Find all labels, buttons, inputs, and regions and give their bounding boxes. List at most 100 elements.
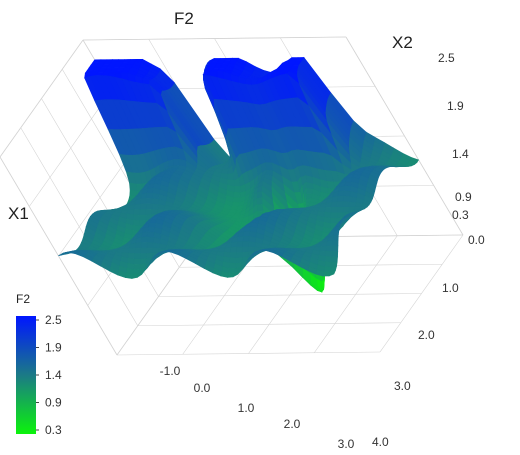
x2-tick-label: 0.0 [468, 233, 485, 247]
surface-patch [146, 236, 154, 244]
surface-patch [132, 214, 140, 221]
surface-patch [256, 197, 263, 206]
surface-patch [354, 202, 363, 208]
surface-patch [232, 197, 241, 204]
x1-tick-label: 1.0 [238, 401, 255, 415]
x2-tick-label: 4.0 [372, 435, 389, 449]
surface-patch [235, 246, 243, 253]
surface-patch [226, 173, 235, 181]
surface-patch [145, 192, 153, 199]
surface-patch [330, 201, 338, 208]
surface-patch [132, 219, 140, 227]
f2-tick-label: 0.3 [452, 208, 469, 222]
x2-axis-title: X2 [392, 33, 413, 52]
surface-patch [127, 247, 136, 254]
surface-patch [250, 78, 258, 86]
surface-patch [331, 251, 339, 258]
colorbar-tick-label: 1.9 [45, 341, 62, 355]
surface-patch [133, 203, 141, 210]
x2-tick-label: 1.0 [442, 281, 459, 295]
surface-patch [256, 204, 264, 212]
surface-patch [131, 224, 140, 232]
surface-patch [342, 201, 350, 208]
surface-patch [134, 247, 142, 254]
surface-patch [233, 186, 241, 194]
surface-patch [140, 247, 148, 254]
surface-patch [336, 201, 344, 208]
surface-patch [157, 204, 166, 210]
surface-patch [141, 77, 150, 85]
surface-patch [233, 191, 241, 199]
surface-patch [331, 256, 338, 263]
surface-patch [229, 257, 237, 264]
surface-patch [336, 195, 344, 203]
surface-patch [146, 242, 154, 249]
surface-patch [305, 187, 314, 195]
f2-tick-label: 1.4 [452, 147, 469, 161]
surface-patch [242, 235, 250, 243]
surface-patch [336, 206, 344, 214]
surface-patch [241, 246, 249, 253]
surface-patch [229, 246, 237, 253]
surface-patch [139, 209, 147, 216]
surface-patch [325, 245, 333, 252]
x1-tick-label: 2.0 [284, 417, 301, 431]
x1-tick-label: -1.0 [160, 364, 181, 378]
surface-patch [152, 242, 161, 249]
colorbar-tick-label: 2.5 [45, 313, 62, 327]
colorbar-gradient [16, 316, 36, 434]
surface-patch [242, 231, 250, 237]
x2-tick-label: 3.0 [394, 379, 411, 393]
surface-patch [343, 185, 351, 192]
surface-patch [349, 196, 357, 204]
surface-patch [330, 212, 338, 219]
surface-patch [235, 252, 243, 259]
surface-patch [139, 214, 146, 221]
f2-tick-label: 2.5 [438, 51, 455, 65]
surface-patch [337, 190, 345, 197]
surface-patch [145, 203, 153, 210]
surface-patch [145, 198, 153, 205]
surface-plot [58, 56, 420, 293]
x1-axis-title: X1 [8, 204, 29, 223]
surface-patch [330, 206, 338, 214]
surface-patch [248, 241, 256, 248]
surface-patch [324, 261, 332, 268]
colorbar-tick-label: 0.3 [45, 423, 62, 437]
surface-patch [336, 212, 344, 219]
surface-patch [140, 236, 148, 243]
surface-patch [228, 262, 237, 269]
surface-patch [146, 231, 155, 238]
surface-patch [151, 198, 160, 205]
surface-patch [329, 217, 338, 224]
surface-patch [331, 239, 339, 247]
f2-axis-title: F2 [174, 9, 194, 28]
f2-tick-label: 0.9 [455, 190, 472, 204]
surface-patch [236, 241, 243, 248]
x2-tick-label: 2.0 [418, 328, 435, 342]
surface-patch [348, 201, 357, 208]
surface-patch [331, 245, 339, 252]
surface-patch [324, 256, 333, 263]
surface-patch [139, 198, 147, 205]
surface-patch [140, 242, 148, 249]
surface-patch [146, 247, 154, 254]
surface-patch [139, 203, 147, 210]
surface-patch [151, 203, 159, 210]
colorbar-tick-label: 0.9 [45, 396, 62, 410]
surface-patch [140, 253, 147, 260]
surface-patch [133, 209, 141, 216]
x1-tick-label: 0.0 [194, 381, 211, 395]
surface-patch [58, 252, 66, 257]
x1-tick-label: 3.0 [338, 437, 355, 451]
surface-patch [133, 264, 141, 270]
surface-patch [326, 181, 335, 190]
surface-patch [133, 258, 141, 265]
surface-patch [242, 241, 250, 248]
surface-patch [254, 242, 263, 248]
f2-tick-label: 1.9 [447, 99, 464, 113]
surface-patch [228, 267, 236, 274]
surface-patch [323, 266, 332, 273]
surface-patch [125, 272, 134, 279]
